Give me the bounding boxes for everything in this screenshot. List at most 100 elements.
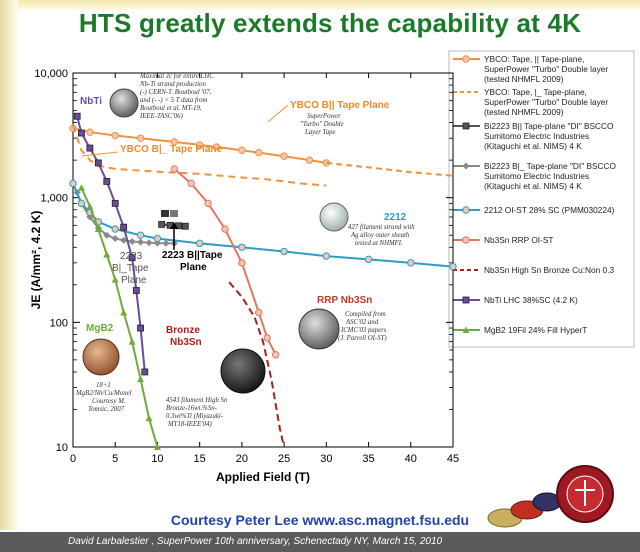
bi2223_par-point bbox=[158, 221, 166, 228]
nbti-point bbox=[462, 296, 470, 304]
ybco_perp-legend-label: SuperPower "Turbo" Double layer bbox=[484, 97, 608, 107]
bi2223_perp-legend-label: Bi2223 B|_ Tape-plane "DI" BSCCO bbox=[484, 161, 617, 171]
nbti-cross-section-image bbox=[109, 88, 139, 118]
ybco_perp-legend-entry: YBCO: Tape, |_ Tape-plane,SuperPower "Tu… bbox=[453, 87, 608, 117]
bi2223_perp-point bbox=[103, 231, 111, 239]
bi2223_perp-point bbox=[128, 238, 136, 246]
x-axis-label: Applied Field (T) bbox=[216, 470, 310, 484]
mgb2-point bbox=[153, 443, 161, 450]
nbti-point bbox=[132, 287, 140, 294]
bi2223_par-point bbox=[181, 222, 189, 230]
ybco-perp-leader bbox=[81, 151, 119, 157]
bi2223-par-label: 2223 B||Tape Plane bbox=[162, 250, 223, 273]
ybco-perp-label: YBCO B|_ Tape Plane bbox=[120, 144, 223, 155]
bi2223_par-legend-label: Bi2223 B|| Tape-plane "DI" BSCCO bbox=[484, 121, 614, 131]
left-decoration bbox=[0, 0, 18, 530]
nb3sn_rrp-point bbox=[170, 165, 179, 173]
nb3sn_bronze-legend-label: Nb3Sn High Sn Bronze Cu:Non 0.3 bbox=[484, 265, 614, 275]
nbti-label: NbTi bbox=[80, 96, 102, 107]
mgb2-label: MgB2 bbox=[86, 323, 114, 334]
bi2212-legend-entry: 2212 OI-ST 28% SC (PMM030224) bbox=[453, 205, 615, 215]
bronze-cross-section-image bbox=[220, 348, 266, 394]
x-tick-label: 20 bbox=[236, 453, 248, 465]
svg-text:(J. Parrell OI-ST): (J. Parrell OI-ST) bbox=[338, 335, 387, 342]
x-tick-label: 25 bbox=[278, 453, 290, 465]
logos bbox=[485, 460, 635, 532]
svg-text:tested at NHMFL: tested at NHMFL bbox=[355, 240, 403, 247]
x-tick-label: 15 bbox=[194, 453, 206, 465]
bi2212-point bbox=[69, 179, 77, 188]
svg-text:2223 B||Tape: 2223 B||Tape bbox=[162, 250, 223, 261]
ybco_par-point bbox=[86, 128, 94, 136]
svg-text:"Turbo" Double: "Turbo" Double bbox=[300, 121, 344, 128]
bi2212-point bbox=[195, 239, 204, 248]
mgb2-point bbox=[120, 308, 128, 316]
axes: 0 5 10 15 20 25 30 35 40 45 10 100 1,000 10,000 Applie… bbox=[29, 68, 459, 484]
ybco_par-line bbox=[72, 127, 327, 164]
nbti-series bbox=[73, 112, 149, 376]
svg-text:Bronze-16wt.%Sn-: Bronze-16wt.%Sn- bbox=[166, 405, 218, 412]
svg-text:and (- -) < 5 T data from: and (- -) < 5 T data from bbox=[140, 97, 208, 104]
bi2223_perp-point bbox=[137, 238, 145, 246]
y-axis-label: JE (A/mm², 4.2 K) bbox=[29, 211, 43, 310]
bi2223_par-legend-entry: Bi2223 B|| Tape-plane "DI" BSCCOSumitomo… bbox=[453, 121, 614, 151]
bi2212-point bbox=[407, 259, 415, 267]
svg-text:Plane: Plane bbox=[180, 262, 207, 273]
y-tick-label: 100 bbox=[50, 317, 68, 329]
bi2223_par-legend-label: (Kitaguchi et al. NIMS) 4 K bbox=[484, 141, 582, 151]
ybco_par-point bbox=[462, 55, 470, 63]
nb3sn_rrp-legend-entry: Nb3Sn RRP OI-ST bbox=[453, 235, 553, 245]
bi2212-point bbox=[280, 247, 288, 256]
ybco_par-legend-label: (tested NHMFL 2009) bbox=[484, 74, 564, 84]
ybco_par-point bbox=[238, 146, 246, 154]
svg-text:Nb-Ti strand production: Nb-Ti strand production bbox=[139, 81, 206, 88]
svg-text:Boutboul et al. MT-19,: Boutboul et al. MT-19, bbox=[140, 105, 202, 112]
nb3sn_bronze-series bbox=[228, 281, 286, 448]
x-tick-label: 30 bbox=[320, 453, 332, 465]
bi2223_perp-point bbox=[111, 235, 119, 243]
ybco_par-point bbox=[305, 156, 314, 164]
mgb2-legend-label: MgB2 19Fil 24% Fill HyperT bbox=[484, 325, 587, 335]
mgb2-legend-entry: MgB2 19Fil 24% Fill HyperT bbox=[453, 325, 587, 335]
svg-text:MgB2/Nb/Cu/Monel: MgB2/Nb/Cu/Monel bbox=[75, 390, 132, 397]
bi2223-arrow-head bbox=[170, 222, 178, 229]
mgb2-point bbox=[94, 225, 102, 233]
ybco-par-note: SuperPower "Turbo" Double Layer Tape bbox=[300, 113, 344, 136]
mgb2-cross-section-image bbox=[82, 338, 120, 376]
svg-text:Layer Tape: Layer Tape bbox=[304, 129, 336, 136]
bi2212-point bbox=[111, 225, 119, 233]
svg-text:IEEE-TASC'06): IEEE-TASC'06) bbox=[139, 113, 184, 120]
conference-logos bbox=[487, 465, 614, 528]
nbti-point bbox=[120, 223, 128, 231]
legend: YBCO: Tape, || Tape-plane, SuperPower "Tu… bbox=[448, 50, 635, 348]
ybco_perp-legend-label: YBCO: Tape, |_ Tape-plane, bbox=[484, 87, 587, 97]
nbti-point bbox=[86, 144, 94, 152]
ybco_par-legend-label: YBCO: Tape, || Tape-plane, bbox=[484, 54, 584, 64]
slide-title: HTS greatly extends the capability at 4K bbox=[78, 8, 582, 38]
nbti-point bbox=[128, 254, 136, 262]
ybco_par-point bbox=[212, 143, 221, 151]
legend-frame bbox=[448, 50, 635, 348]
bi2212-point bbox=[364, 255, 373, 264]
y-tick-label: 10 bbox=[56, 442, 68, 454]
nbti-point bbox=[103, 178, 111, 185]
mgb2-point bbox=[462, 326, 470, 333]
svg-text:2223: 2223 bbox=[120, 251, 143, 262]
ybco_par_ext-line bbox=[326, 161, 454, 177]
svg-text:0.3wt%Ti (Miyazaki-: 0.3wt%Ti (Miyazaki- bbox=[166, 413, 224, 420]
nbti-point bbox=[111, 199, 119, 207]
nbti-point bbox=[141, 368, 149, 376]
credit-line: Courtesy Peter Lee www.asc.magnet.fsu.ed… bbox=[170, 512, 470, 528]
bi2223_perp-point bbox=[462, 162, 470, 170]
nb3sn_rrp-point bbox=[255, 308, 263, 317]
nbti-note: Maximal Jc for entire LHC Nb-Ti strand p… bbox=[139, 73, 214, 120]
bi2212-cross-section-image bbox=[319, 202, 349, 232]
bi2223_perp-legend-label: Sumitomo Electric Industries bbox=[484, 171, 589, 181]
nb3sn_rrp-legend-label: Nb3Sn RRP OI-ST bbox=[484, 235, 553, 245]
nbti-point bbox=[94, 159, 102, 167]
bronze-note: 4543 filament High Sn Bronze-16wt.%Sn- 0… bbox=[166, 397, 228, 428]
ybco_par_ext-series bbox=[326, 161, 454, 177]
nbti-point bbox=[78, 129, 85, 137]
ybco_par-point bbox=[111, 131, 119, 140]
